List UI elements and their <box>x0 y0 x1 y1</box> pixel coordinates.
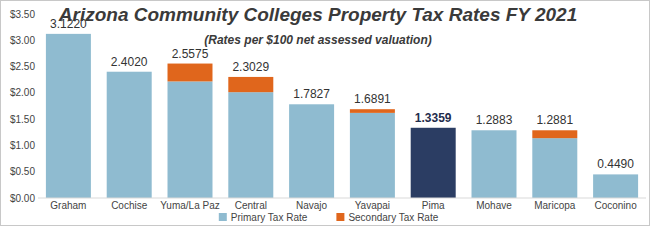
x-tick-label: Central <box>235 200 267 211</box>
bar <box>228 92 273 198</box>
legend: Primary Tax Rate Secondary Tax Rate <box>219 212 439 223</box>
total-label: 1.7827 <box>293 87 330 101</box>
y-tick <box>35 119 38 120</box>
y-tick-label: $1.00 <box>10 140 35 151</box>
total-label: 1.2883 <box>476 113 513 127</box>
bar <box>593 174 638 198</box>
subtitle: (Rates per $100 net assessed valuation) <box>204 33 431 47</box>
y-tick <box>35 171 38 172</box>
total-label: 1.6891 <box>354 92 391 106</box>
y-tick <box>35 14 38 15</box>
bar <box>289 104 334 105</box>
total-label: 2.5575 <box>172 47 209 61</box>
total-label: 1.3359 <box>415 111 452 125</box>
chart: $0.00 $0.50 $1.00 $1.50 $2.00 $2.50 $3.00 $3.50… <box>0 0 650 226</box>
bar <box>168 64 213 82</box>
y-tick <box>35 198 38 199</box>
bar <box>411 127 456 128</box>
x-tick-label: Graham <box>50 200 86 211</box>
x-tick-label: Yavapai <box>355 200 390 211</box>
legend-swatch <box>219 213 227 221</box>
x-axis-line <box>38 198 646 199</box>
x-tick-label: Yuma/La Paz <box>160 200 219 211</box>
x-tick-label: Maricopa <box>534 200 576 211</box>
total-label: 2.3029 <box>232 60 269 74</box>
y-tick-label: $2.00 <box>10 87 35 98</box>
total-label: 0.4490 <box>597 157 634 171</box>
y-tick-label: $0.50 <box>10 166 35 177</box>
bar <box>532 130 577 138</box>
y-tick <box>35 66 38 67</box>
bar <box>350 113 395 198</box>
y-tick-label: $1.50 <box>10 114 35 125</box>
x-tick-label: Mohave <box>476 200 512 211</box>
bar <box>350 109 395 113</box>
y-tick-label: $0.00 <box>10 193 35 204</box>
legend-swatch <box>336 213 344 221</box>
bar <box>472 130 517 131</box>
chart-frame <box>1 1 650 226</box>
y-tick-label: $3.00 <box>10 35 35 46</box>
bar <box>107 71 152 72</box>
bar <box>107 72 152 198</box>
title: Arizona Community Colleges Property Tax … <box>58 4 577 25</box>
y-tick-label: $2.50 <box>10 61 35 72</box>
x-tick-label: Cochise <box>111 200 148 211</box>
bar <box>472 130 517 198</box>
bar <box>168 81 213 198</box>
legend-label: Secondary Tax Rate <box>348 212 438 223</box>
bars <box>46 34 638 198</box>
y-tick <box>35 145 38 146</box>
bar <box>532 138 577 198</box>
bar <box>46 34 91 198</box>
total-label: 1.2881 <box>536 113 573 127</box>
bar <box>289 104 334 198</box>
bar <box>46 33 91 34</box>
y-tick-label: $3.50 <box>10 9 35 20</box>
x-tick-label: Navajo <box>296 200 328 211</box>
x-tick-label: Coconino <box>594 200 637 211</box>
y-tick <box>35 40 38 41</box>
total-label: 2.4020 <box>111 55 148 69</box>
legend-label: Primary Tax Rate <box>231 212 308 223</box>
bar <box>228 77 273 92</box>
bar <box>593 174 638 175</box>
y-tick <box>35 92 38 93</box>
bar <box>411 128 456 198</box>
x-tick-label: Pima <box>422 200 445 211</box>
